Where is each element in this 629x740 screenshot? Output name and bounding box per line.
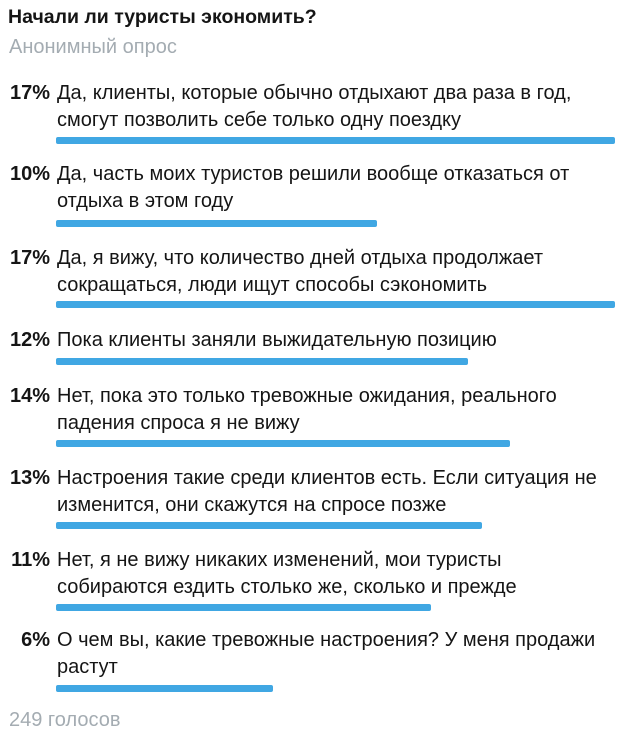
poll-type-label: Анонимный опрос <box>9 36 177 58</box>
option-percent: 13% <box>9 467 50 489</box>
option-text-line: сокращаться, люди ищут способы сэкономит… <box>57 274 488 296</box>
option-percent: 12% <box>9 329 50 351</box>
option-text-line: Пока клиенты заняли выжидательную позици… <box>57 329 497 351</box>
option-text-line: отдыха в этом году <box>57 190 234 212</box>
option-result-bar <box>56 604 431 611</box>
option-text: Да, клиенты, которые обычно отдыхают два… <box>57 80 619 134</box>
option-percent: 17% <box>9 247 50 269</box>
option-text-line: смогут позволить себе только одну поездк… <box>57 109 461 131</box>
option-text-line: Настроения такие среди клиентов есть. Ес… <box>57 467 597 489</box>
poll-question: Начали ли туристы экономить? <box>8 6 317 28</box>
option-percent: 6% <box>21 629 50 651</box>
option-text-line: собираются ездить столько же, сколько и … <box>57 576 517 598</box>
option-text-line: растут <box>57 656 118 678</box>
option-result-bar <box>56 358 468 365</box>
option-percent: 11% <box>11 549 50 571</box>
option-text: Настроения такие среди клиентов есть. Ес… <box>57 465 619 519</box>
option-text-line: Нет, пока это только тревожные ожидания,… <box>57 385 557 407</box>
option-percent: 17% <box>9 82 50 104</box>
option-text-line: падения спроса я не вижу <box>57 412 300 434</box>
option-result-bar <box>56 137 615 144</box>
option-result-bar <box>56 220 377 227</box>
option-text: Да, часть моих туристов решили вообще от… <box>57 161 619 215</box>
option-text-line: Да, часть моих туристов решили вообще от… <box>57 163 570 185</box>
option-text: Нет, пока это только тревожные ожидания,… <box>57 383 619 437</box>
option-text: Да, я вижу, что количество дней отдыха п… <box>57 245 619 299</box>
option-result-bar <box>56 522 482 529</box>
option-text-line: Нет, я не вижу никаких изменений, мои ту… <box>57 549 502 571</box>
option-result-bar <box>56 685 273 692</box>
option-result-bar <box>56 301 615 308</box>
option-percent: 14% <box>9 385 50 407</box>
option-text: Нет, я не вижу никаких изменений, мои ту… <box>57 547 619 601</box>
option-result-bar <box>56 440 510 447</box>
option-text-line: изменится, они скажутся на спросе позже <box>57 494 447 516</box>
option-text: Пока клиенты заняли выжидательную позици… <box>57 327 619 354</box>
option-percent: 10% <box>9 163 50 185</box>
option-text: О чем вы, какие тревожные настроения? У … <box>57 627 619 681</box>
option-text-line: О чем вы, какие тревожные настроения? У … <box>57 629 596 651</box>
option-text-line: Да, клиенты, которые обычно отдыхают два… <box>57 82 572 104</box>
option-text-line: Да, я вижу, что количество дней отдыха п… <box>57 247 544 269</box>
total-votes-label: 249 голосов <box>9 709 121 731</box>
